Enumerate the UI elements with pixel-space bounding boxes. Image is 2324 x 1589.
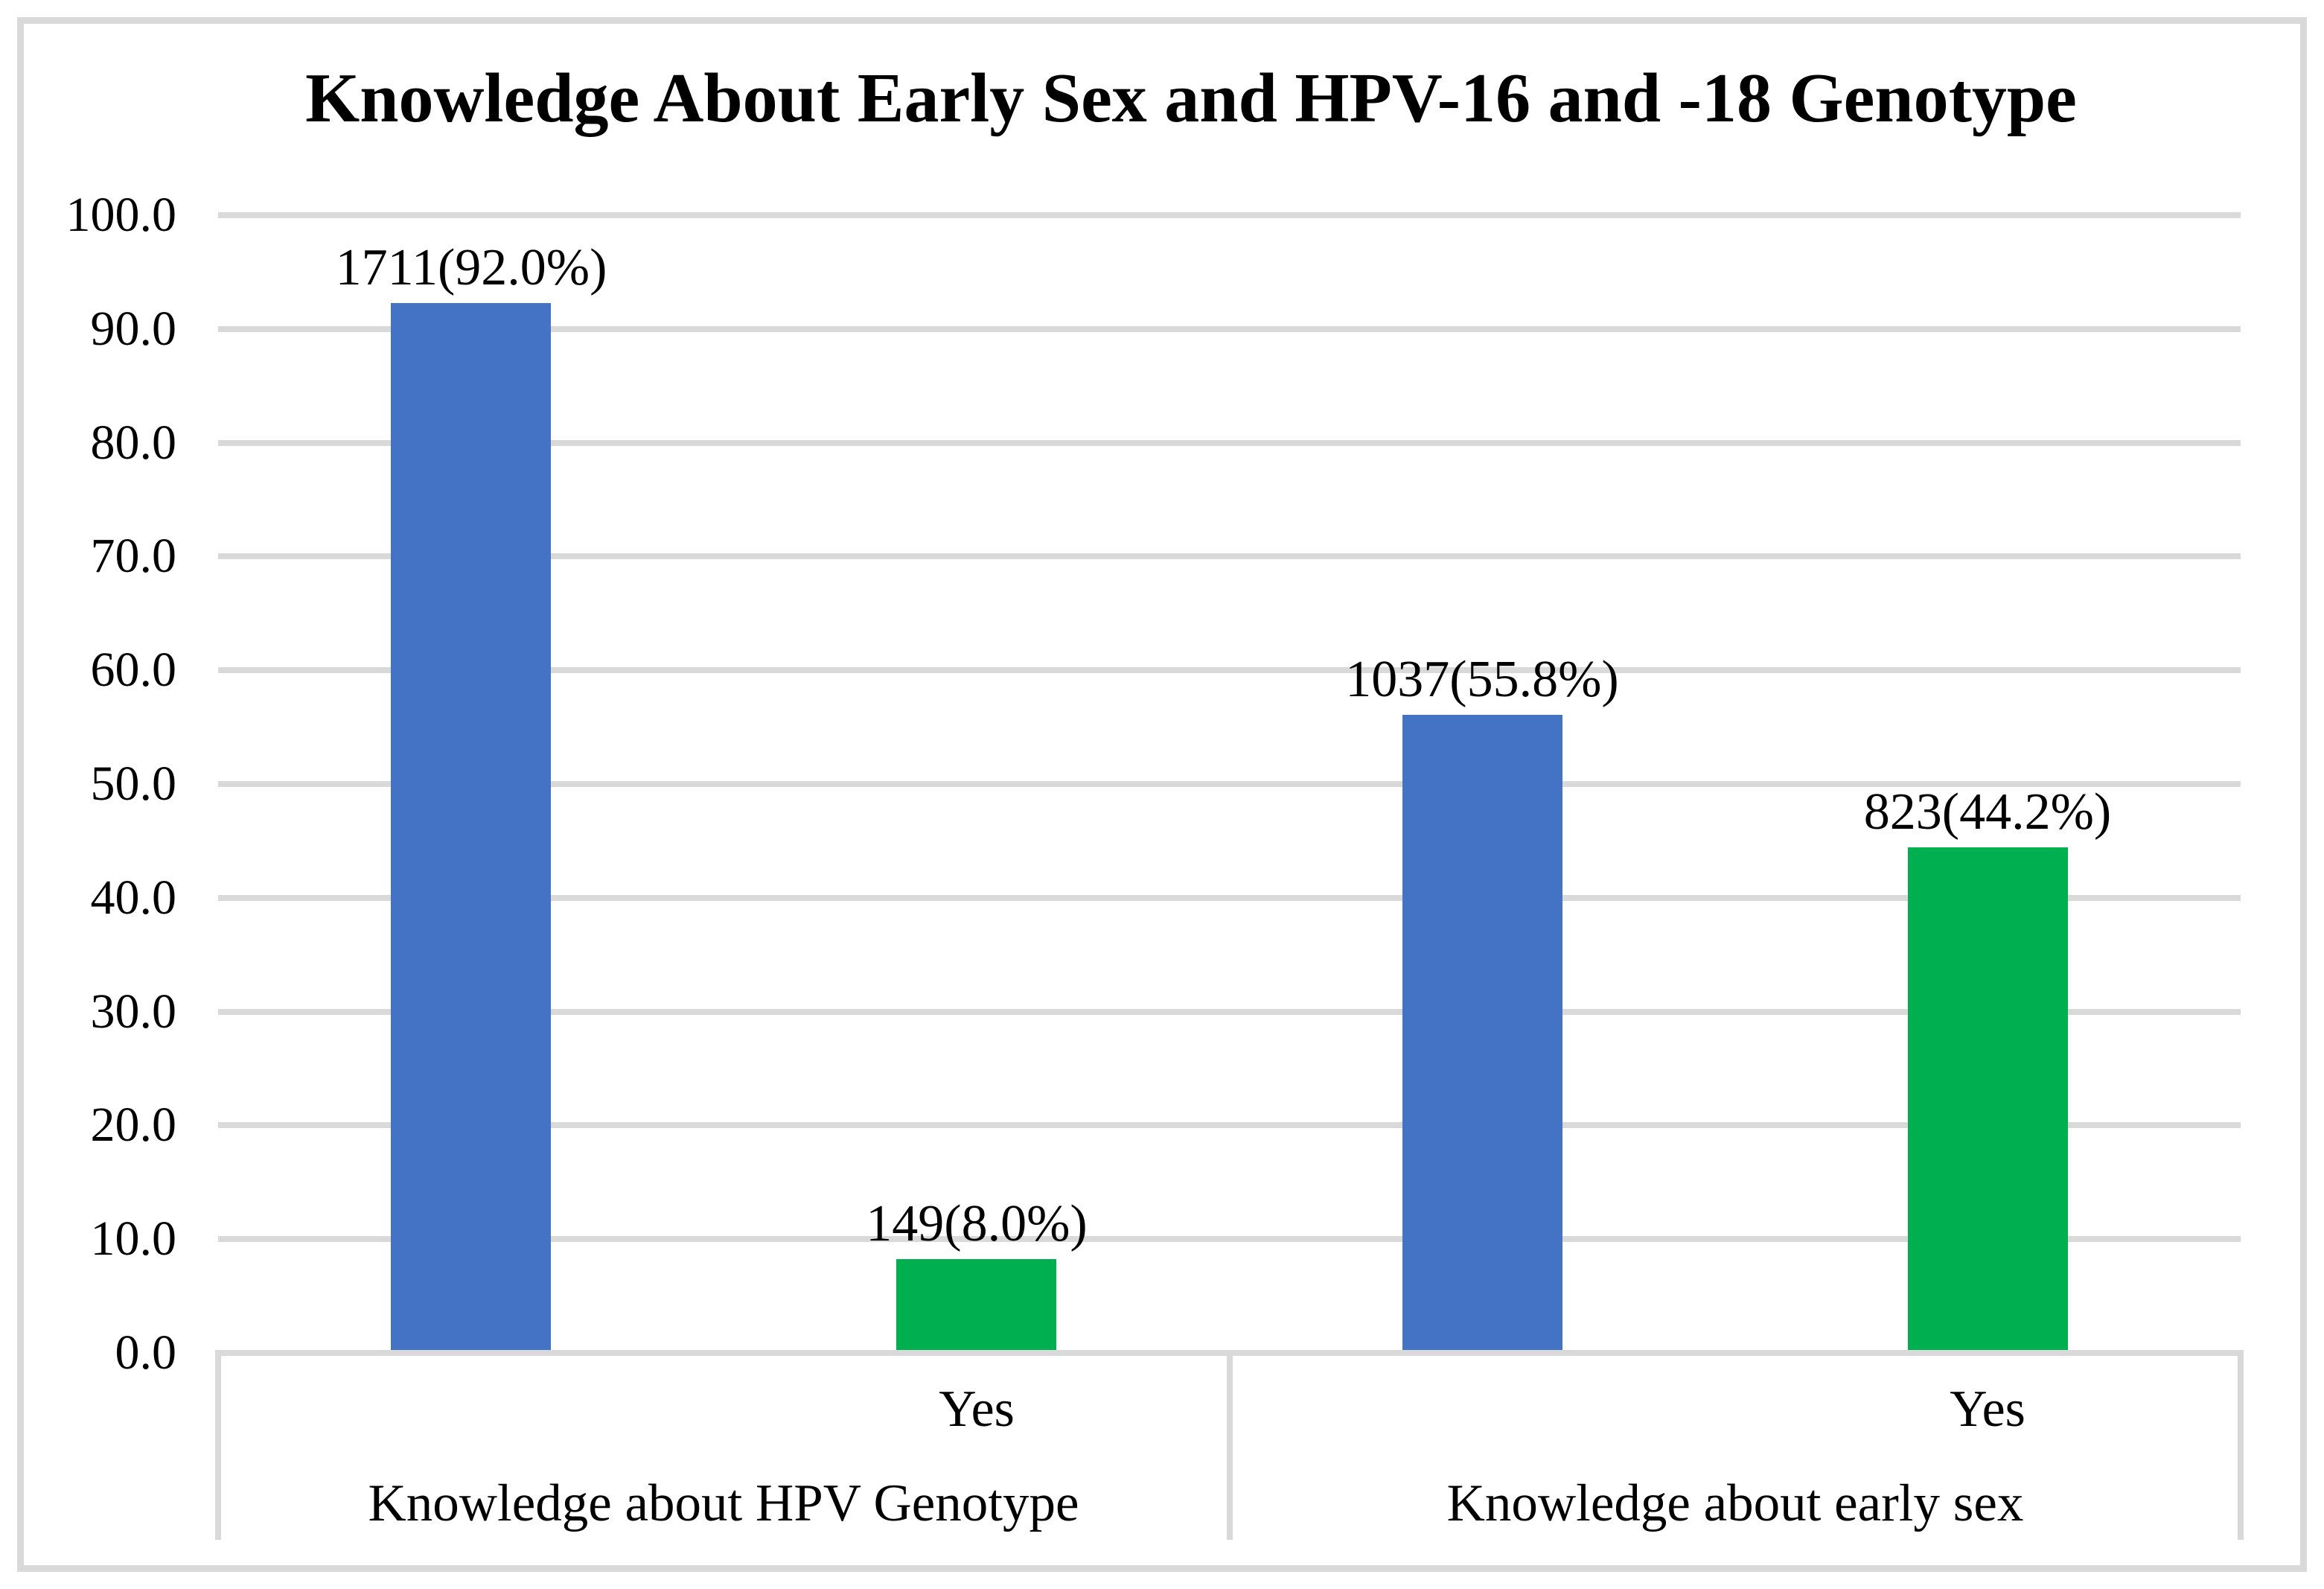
gridline: [218, 439, 2241, 446]
bar-value-label: 1711(92.0%): [335, 239, 607, 296]
gridline: [218, 1008, 2241, 1015]
gridline: [218, 325, 2241, 332]
category-axis-divider: [2238, 1350, 2244, 1540]
y-tick-label: 50.0: [90, 757, 177, 811]
gridline: [218, 553, 2241, 560]
y-tick-label: 70.0: [90, 529, 177, 584]
y-tick-label: 30.0: [90, 984, 177, 1039]
gridline: [218, 667, 2241, 674]
category-axis-divider: [1226, 1350, 1233, 1540]
y-tick-label: 10.0: [90, 1211, 177, 1267]
bar: [1908, 847, 2068, 1350]
y-tick-label: 40.0: [90, 870, 177, 925]
bar: [1402, 715, 1562, 1350]
gridline: [218, 894, 2241, 901]
gridline: [218, 212, 2241, 218]
y-tick-label: 20.0: [90, 1098, 177, 1153]
bar: [391, 303, 551, 1350]
category-label: Yes: [1950, 1381, 2025, 1438]
y-tick-label: 100.0: [66, 188, 177, 242]
bar-value-label: 823(44.2%): [1863, 783, 2112, 841]
y-tick-label: 90.0: [90, 301, 177, 356]
axis-group-label: Knowledge about early sex: [1446, 1474, 2024, 1532]
category-label: Yes: [939, 1381, 1015, 1438]
y-tick-label: 60.0: [90, 643, 177, 698]
chart-title: Knowledge About Early Sex and HPV-16 and…: [305, 60, 2077, 137]
bar: [896, 1259, 1056, 1350]
y-tick-label: 0.0: [115, 1325, 177, 1380]
gridline: [218, 1236, 2241, 1243]
axis-group-label: Knowledge about HPV Genotype: [368, 1474, 1079, 1532]
category-axis-divider: [215, 1350, 221, 1540]
gridline: [218, 1122, 2241, 1129]
bar-value-label: 149(8.0%): [866, 1195, 1088, 1252]
bar-value-label: 1037(55.8%): [1345, 651, 1619, 708]
gridline: [218, 781, 2241, 787]
chart-area-border: [17, 17, 2307, 1572]
y-tick-label: 80.0: [90, 415, 177, 470]
